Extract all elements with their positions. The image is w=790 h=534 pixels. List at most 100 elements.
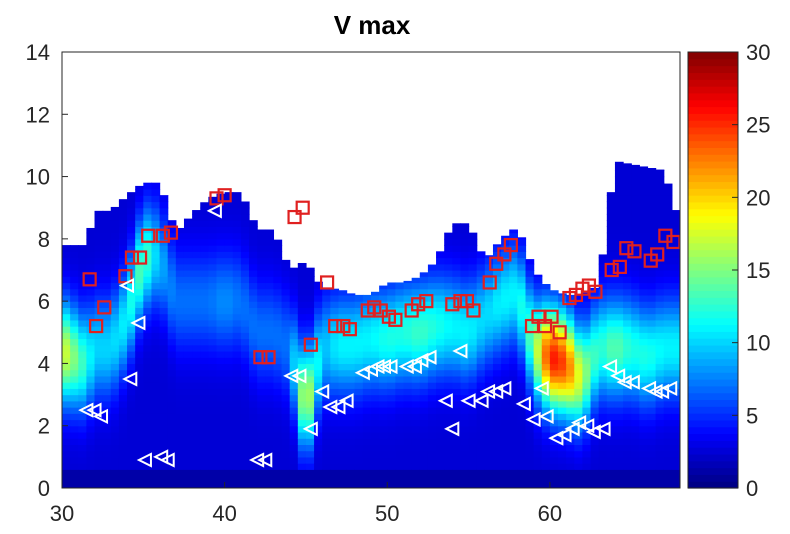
heatmap-cell [558,407,567,414]
heatmap-cell [273,270,283,277]
heatmap-cell [395,431,405,439]
heatmap-cell [484,431,494,439]
heatmap-cell [460,382,470,389]
heatmap-cell [281,294,291,302]
heatmap-cell [444,388,453,396]
heatmap-cell [110,282,120,290]
heatmap-cell [655,344,665,352]
heatmap-cell [240,226,250,234]
heatmap-cell [265,238,275,246]
square-marker [419,294,434,309]
heatmap-cell [62,301,71,308]
heatmap-cell [118,394,128,402]
heatmap-cell [94,282,104,290]
heatmap-cell [135,288,144,296]
heatmap-cell [102,394,112,402]
heatmap-cell [395,475,405,483]
heatmap-cell [151,301,161,308]
heatmap-cell [135,238,144,246]
heatmap-cell [192,326,201,333]
heatmap-cell [249,375,258,383]
heatmap-cell [346,413,356,421]
triangle-marker [122,371,138,387]
heatmap-cell [606,201,616,209]
heatmap-cell [484,413,494,421]
heatmap-cell [281,481,291,488]
heatmap-cell [411,363,421,371]
heatmap-cell [265,326,275,333]
heatmap-cell [183,245,193,252]
heatmap-cell [216,226,226,234]
heatmap-cell [232,469,242,477]
heatmap-cell [647,481,657,488]
heatmap-cell [427,319,437,327]
heatmap-cell [322,357,331,365]
heatmap-cell [232,444,242,452]
heatmap-cell [663,400,673,408]
heatmap-cell [354,319,364,327]
heatmap-cell [183,226,193,234]
heatmap-cell [484,288,494,296]
heatmap-cell [183,294,193,302]
heatmap-cell [501,444,510,452]
heatmap-cell [208,463,218,470]
heatmap-cell [663,363,673,371]
heatmap-cell [224,282,234,290]
colorbar-swatch [688,208,738,217]
heatmap-cell [159,201,169,209]
heatmap-cell [135,481,144,488]
heatmap-cell [655,444,665,452]
heatmap-cell [663,270,673,277]
heatmap-cell [249,276,258,284]
heatmap-cell [240,363,250,371]
heatmap-cell [175,251,185,259]
heatmap-cell [517,332,527,340]
heatmap-cell [110,475,120,483]
heatmap-cell [655,338,665,346]
heatmap-cell [509,276,518,284]
heatmap-cell [208,294,218,302]
heatmap-cell [436,394,445,402]
heatmap-cell [249,444,258,452]
heatmap-cell [574,332,584,340]
heatmap-cell [509,444,518,452]
heatmap-cell [623,481,632,488]
heatmap-cell [614,189,624,196]
heatmap-cell [614,332,624,340]
heatmap-cell [257,326,266,333]
heatmap-cell [232,294,242,302]
heatmap-cell [655,207,665,215]
heatmap-cell [62,382,71,389]
heatmap-cell [102,301,112,308]
heatmap-cell [183,232,193,240]
heatmap-cell [436,400,445,408]
heatmap-cell [297,463,307,470]
heatmap-cell [476,413,486,421]
heatmap-cell [509,251,518,259]
heatmap-cell [427,326,437,333]
square-marker [217,188,232,203]
heatmap-cell [525,363,535,371]
heatmap-cell [167,319,177,327]
heatmap-cell [94,332,104,340]
heatmap-cell [281,282,291,290]
heatmap-cell [183,344,193,352]
heatmap-cell [663,319,673,327]
heatmap-cell [419,319,429,327]
heatmap-cell [501,301,510,308]
heatmap-cell [127,400,136,408]
heatmap-cell [257,400,266,408]
heatmap-cell [566,469,575,477]
heatmap-cell [501,313,510,321]
heatmap-cell [135,245,144,252]
square-marker [163,225,179,240]
heatmap-cell [94,369,104,377]
heatmap-cell [606,270,616,277]
heatmap-cell [647,226,657,234]
heatmap-cell [62,394,71,402]
heatmap-cell [110,350,120,358]
heatmap-cell [86,363,96,371]
triangle-marker [609,368,626,384]
